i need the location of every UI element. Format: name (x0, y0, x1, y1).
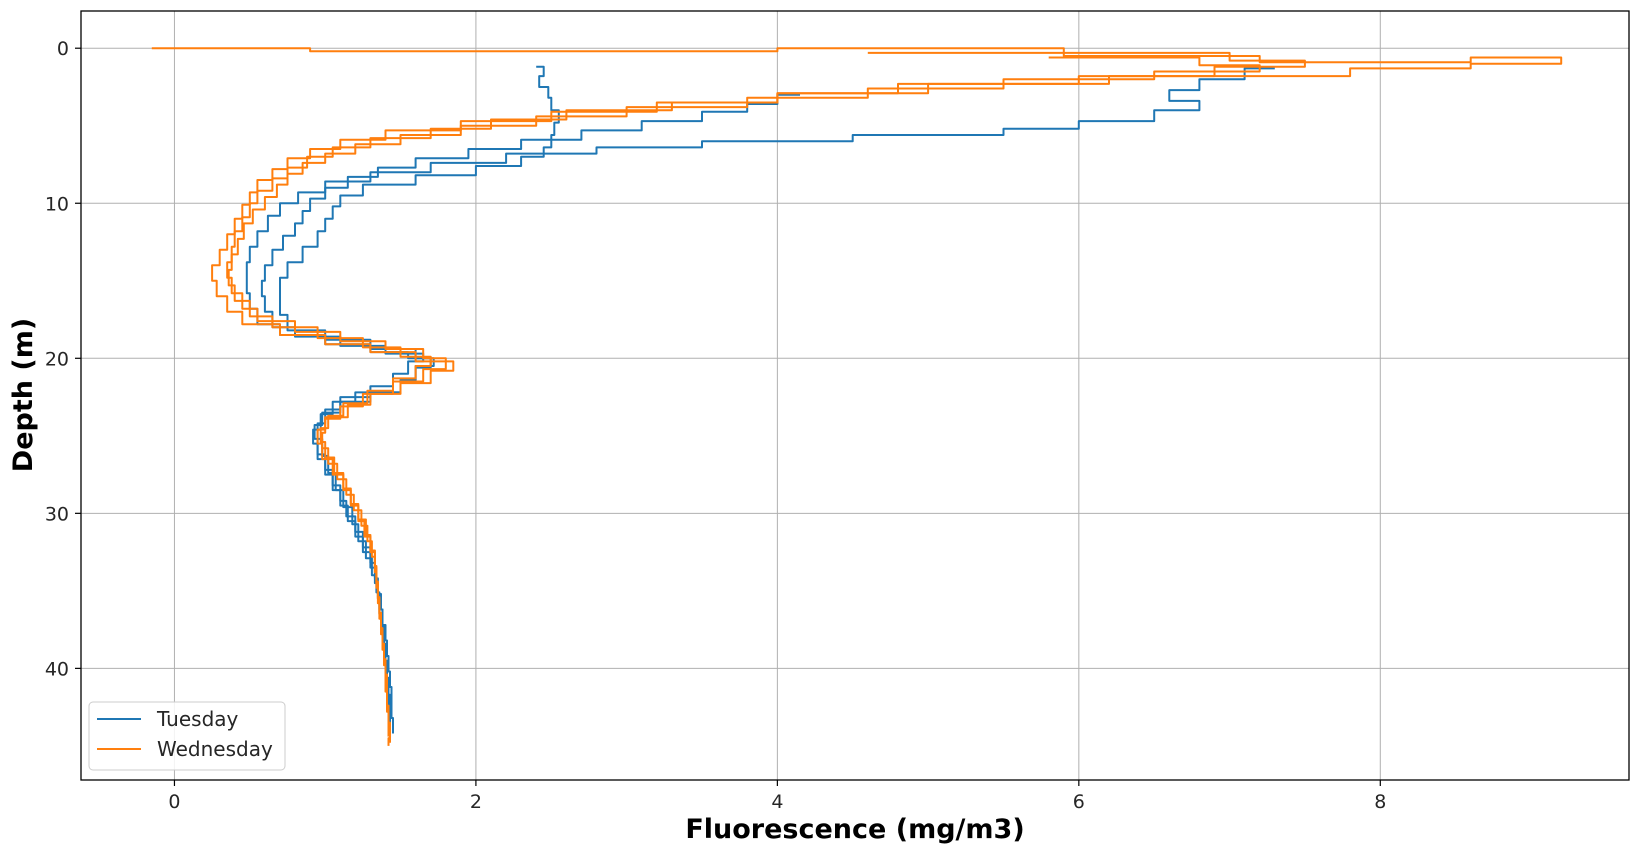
x-axis-title: Fluorescence (mg/m3) (685, 814, 1024, 845)
grid (81, 11, 1629, 780)
x-tick-label: 0 (168, 791, 180, 813)
x-tick-label: 2 (470, 791, 482, 813)
series-lines (151, 47, 1563, 746)
x-tick-label: 4 (771, 791, 783, 813)
series-line-tuesday (279, 65, 560, 739)
series-line-wednesday (226, 51, 1306, 743)
legend: Tuesday Wednesday (88, 701, 286, 771)
y-tick-label: 40 (45, 658, 69, 680)
y-tick-label: 0 (57, 38, 69, 60)
x-tick-label: 6 (1073, 791, 1085, 813)
y-tick-label: 10 (45, 193, 69, 215)
series-line-wednesday (227, 56, 1261, 737)
plot-frame (80, 10, 1630, 781)
axis-ticks: 0 2 4 6 8 0 10 20 30 40 (45, 38, 1387, 813)
legend-label-tuesday: Tuesday (156, 707, 239, 731)
x-tick-label: 8 (1374, 791, 1386, 813)
y-tick-label: 20 (45, 348, 69, 370)
legend-label-wednesday: Wednesday (157, 737, 273, 761)
y-axis-title: Depth (m) (8, 318, 39, 472)
y-tick-label: 30 (45, 503, 69, 525)
